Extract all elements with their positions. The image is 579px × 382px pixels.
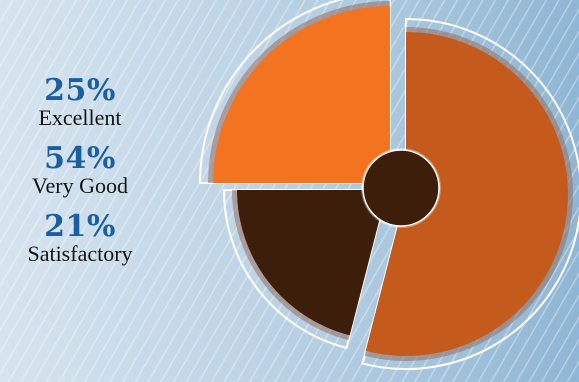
legend-item-very-good: 54% Very Good	[0, 144, 160, 198]
legend-label-very-good: Very Good	[32, 173, 128, 198]
slice-outline-satisfactory	[222, 189, 389, 350]
legend-value-excellent: 25%	[44, 73, 116, 108]
legend: 25% Excellent 54% Very Good 21% Satisfac…	[0, 76, 160, 280]
slice-outline-very-good	[361, 17, 579, 370]
slice-very-good	[365, 32, 568, 356]
legend-value-satisfactory: 21%	[44, 209, 116, 244]
slice-outline-excellent	[198, 0, 391, 184]
hub-circle	[362, 149, 440, 227]
legend-value-very-good: 54%	[44, 141, 116, 176]
legend-item-excellent: 25% Excellent	[0, 76, 160, 130]
slice-satisfactory	[237, 190, 387, 336]
legend-label-excellent: Excellent	[38, 105, 122, 130]
legend-item-satisfactory: 21% Satisfactory	[0, 212, 160, 266]
slice-excellent	[213, 6, 390, 183]
legend-label-satisfactory: Satisfactory	[27, 241, 133, 266]
